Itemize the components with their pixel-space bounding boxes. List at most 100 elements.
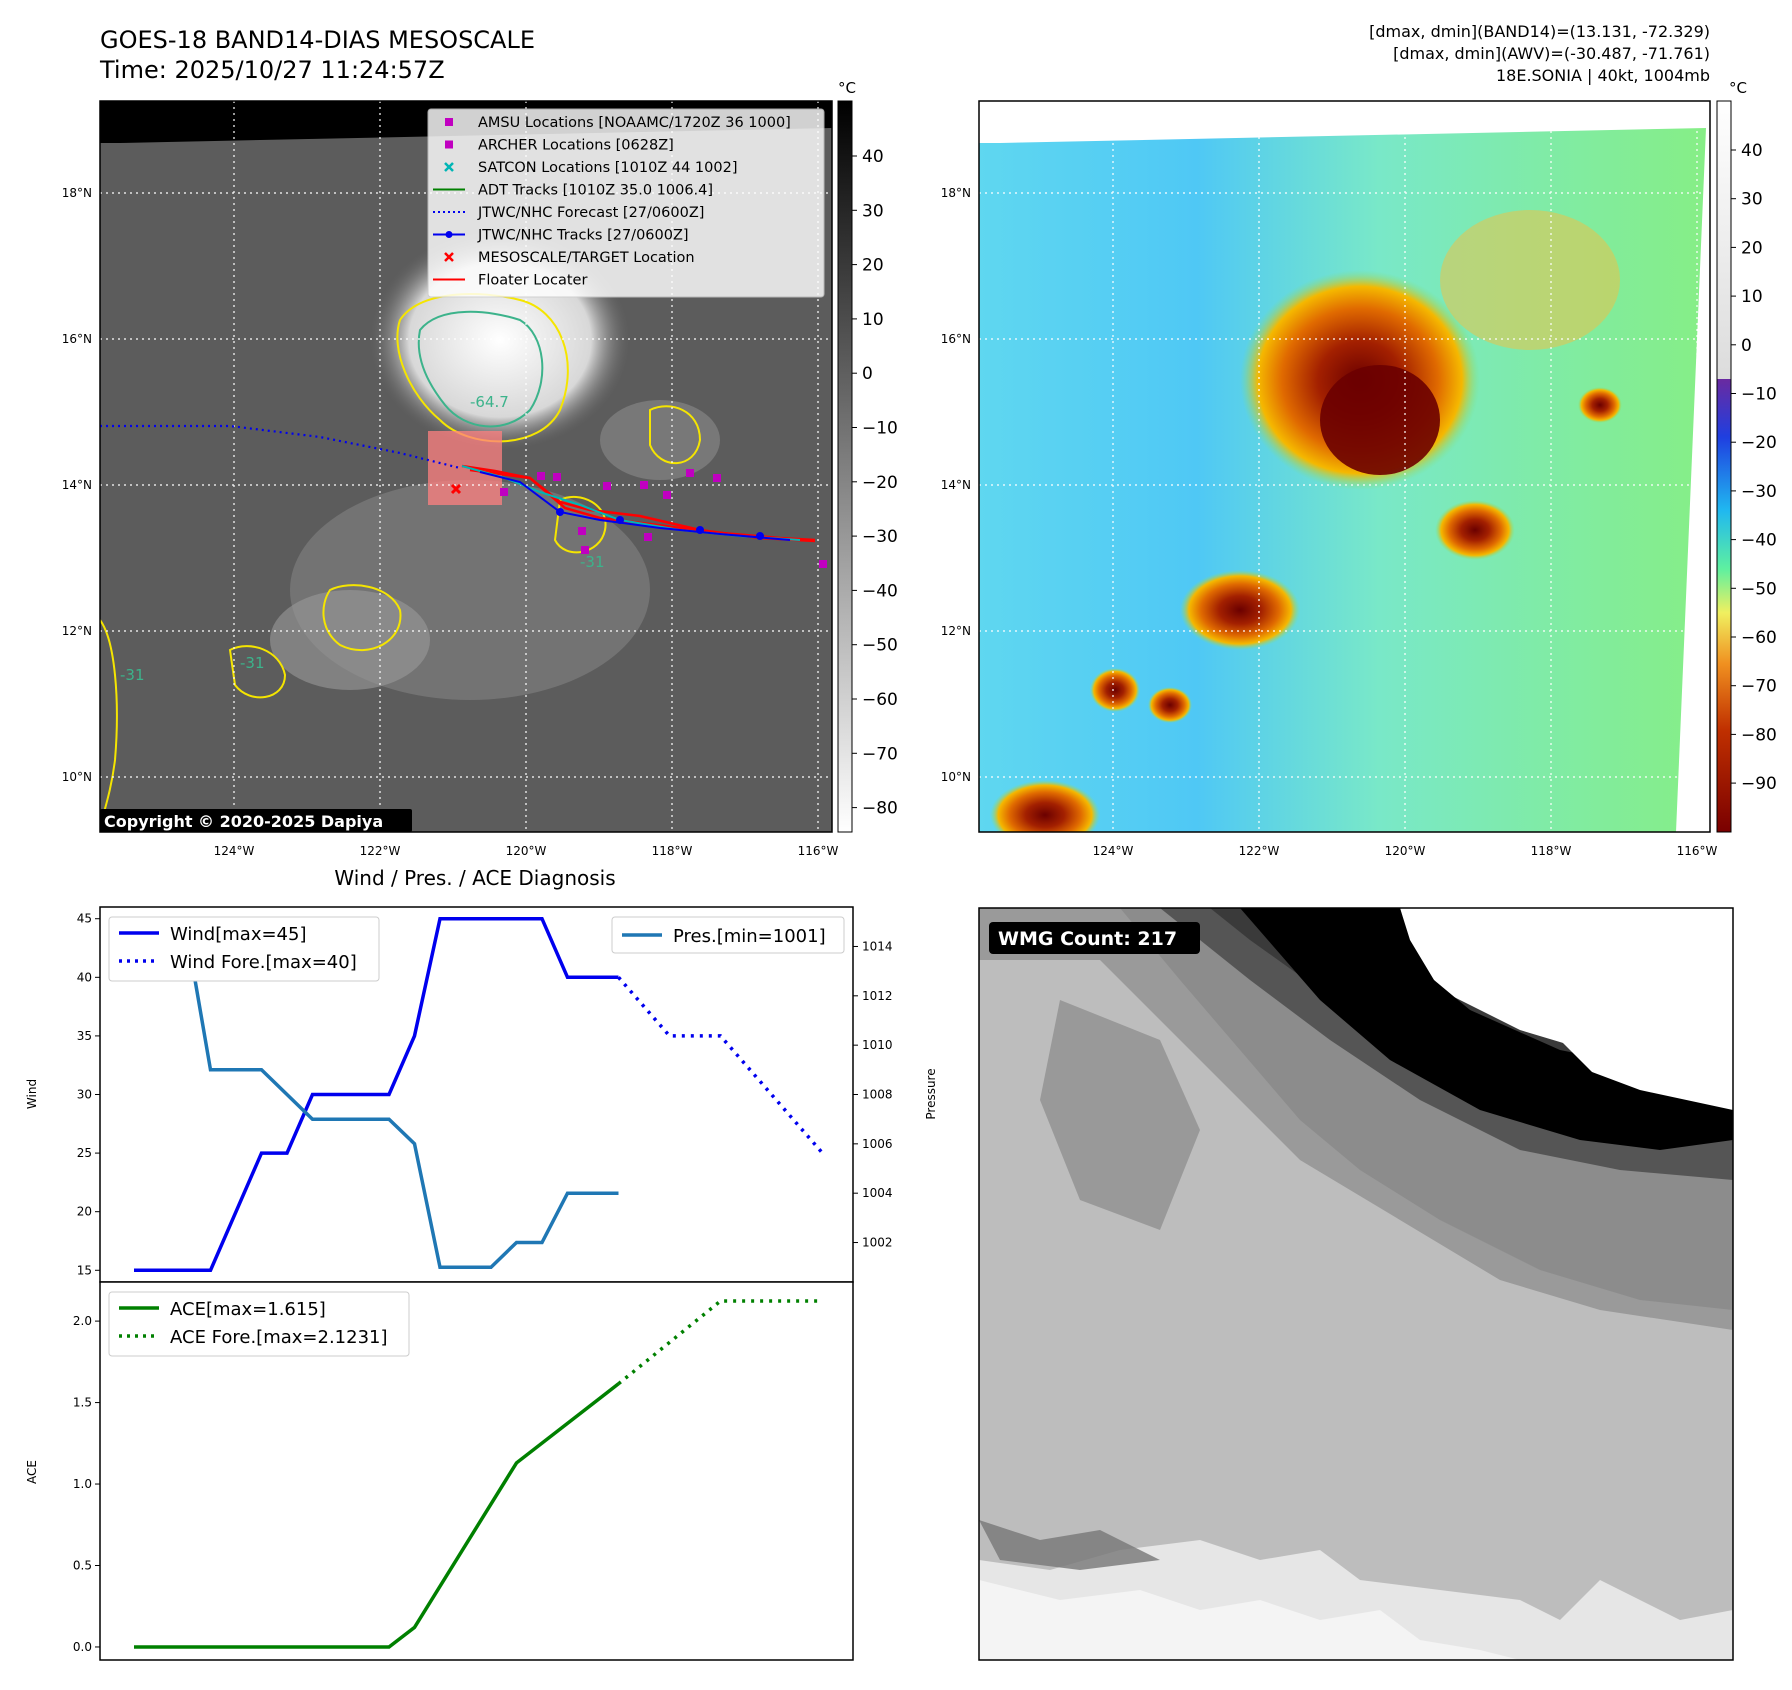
legend-label: MESOSCALE/TARGET Location [478,250,695,266]
lon-tick-label: 118°W [652,844,693,858]
awv-range-text: [dmax, dmin](AWV)=(-30.487, -71.761) [1393,44,1710,63]
legend-pressure: Pres.[min=1001] [673,926,826,947]
colorbar-tick-label: −80 [1741,725,1777,745]
wind-yticks: 45 40 35 30 25 20 15 [77,912,100,1277]
ace-tick-label: 0.0 [73,1640,92,1654]
lat-tick-label: 12°N [62,624,92,638]
colorbar-unit: °C [838,79,856,97]
colorbar-ticks: 40 30 20 10 0 −10 −20 −30 −40 −50 −60 −70 −80 −90 [1731,141,1777,794]
ace-tick-label: 2.0 [73,1314,92,1328]
colorbar-tick-label: 10 [862,310,884,330]
pressure-tick-label: 1010 [862,1038,893,1052]
legend-wind: Wind[max=45] [170,924,307,945]
colorbar-tick-label: −40 [862,581,898,601]
legend-marker [445,118,453,126]
legend-item: ADT Tracks [1010Z 35.0 1006.4] [433,183,713,199]
colorbar-tick-label: −80 [862,799,898,819]
lon-tick-label: 122°W [360,844,401,858]
ace-tick-label: 1.0 [73,1477,92,1491]
colorbar-tick-label: −10 [1741,385,1777,405]
colorbar-tick-label: −60 [1741,628,1777,648]
colorbar-ticks: 40 30 20 10 0 −10 −20 −30 −40 −50 −60 −70 −80 [852,147,898,819]
colorbar-tick-label: −20 [862,473,898,493]
legend-marker [445,231,453,238]
lon-tick-label: 124°W [1093,844,1134,858]
storm-info-text: 18E.SONIA | 40kt, 1004mb [1495,66,1710,85]
lon-tick-label: 124°W [214,844,255,858]
colorbar-unit: °C [1729,79,1747,97]
lat-tick-label: 14°N [62,478,92,492]
legend-wind-fore: Wind Fore.[max=40] [170,952,357,973]
colorbar-tick-label: 30 [862,201,884,221]
legend-ace-fore: ACE Fore.[max=2.1231] [170,1327,388,1348]
colorbar-tick-label: −50 [1741,579,1777,599]
wind-tick-label: 20 [77,1205,92,1219]
ace-tick-label: 1.5 [73,1396,92,1410]
diagnosis-title: Wind / Pres. / ACE Diagnosis [334,866,615,890]
lat-tick-label: 10°N [62,770,92,784]
colorbar-tick-label: 30 [1741,190,1763,210]
lon-tick-label: 120°W [1385,844,1426,858]
legend-label: JTWC/NHC Tracks [27/0600Z] [477,228,689,244]
lat-ticks-left: 18°N 16°N 14°N 12°N 10°N [62,186,92,784]
wmg-image [979,908,1733,1660]
pressure-tick-label: 1006 [862,1137,893,1151]
lon-tick-label: 122°W [1239,844,1280,858]
colorbar-tick-label: 10 [1741,287,1763,307]
wind-tick-label: 30 [77,1088,92,1102]
pressure-tick-label: 1002 [862,1236,893,1250]
legend-item: Floater Locater [433,273,587,289]
lon-tick-label: 118°W [1531,844,1572,858]
colorbar-tick-label: 40 [1741,141,1763,161]
legend-label: AMSU Locations [NOAAMC/1720Z 36 1000] [478,115,791,131]
legend-label: ADT Tracks [1010Z 35.0 1006.4] [478,183,713,199]
lat-ticks-right: 18°N 16°N 14°N 12°N 10°N [941,186,971,784]
colorbar-tick-label: −40 [1741,531,1777,551]
legend-ace: ACE[max=1.615] [170,1299,326,1320]
legend-marker [444,162,454,172]
colorbar-tick-label: 0 [862,364,873,384]
wind-tick-label: 40 [77,970,92,984]
band14-colorbar [837,100,853,833]
colorbar-tick-label: 0 [1741,336,1752,356]
band14-range-text: [dmax, dmin](BAND14)=(13.131, -72.329) [1369,22,1710,41]
colorbar-tick-label: −50 [862,636,898,656]
figure-title: GOES-18 BAND14-DIAS MESOSCALE [100,26,536,54]
lat-tick-label: 16°N [941,332,971,346]
lat-tick-label: 14°N [941,478,971,492]
pressure-yticks: 1014 1012 1010 1008 1006 1004 1002 [853,939,893,1250]
lat-tick-label: 12°N [941,624,971,638]
wmg-count-text: WMG Count: 217 [998,928,1177,950]
copyright-box [100,809,412,832]
lon-tick-label: 116°W [798,844,839,858]
map-legend: AMSU Locations [NOAAMC/1720Z 36 1000] ARC… [427,108,825,298]
wind-tick-label: 35 [77,1029,92,1043]
pressure-tick-label: 1004 [862,1186,893,1200]
series-line-ace [134,1382,620,1649]
legend-label: SATCON Locations [1010Z 44 1002] [478,160,737,176]
pressure-legend: Pres.[min=1001] [611,916,845,954]
wind-legend: Wind[max=45] Wind Fore.[max=40] [108,916,380,982]
legend-item: ARCHER Locations [0628Z] [445,138,674,154]
ace-axis-label: ACE [25,1460,39,1484]
contour-label: -31 [580,553,605,571]
lon-tick-label: 116°W [1677,844,1718,858]
ace-yticks: 2.0 1.5 1.0 0.5 0.0 [73,1314,100,1654]
pressure-tick-label: 1014 [862,939,893,953]
colorbar-tick-label: 20 [1741,238,1763,258]
lon-ticks-right: 124°W 122°W 120°W 118°W 116°W [1093,844,1718,858]
wind-tick-label: 45 [77,912,92,926]
contour-label: -64.7 [470,393,509,411]
pressure-tick-label: 1008 [862,1088,893,1102]
colorbar-tick-label: −30 [862,527,898,547]
legend-label: JTWC/NHC Forecast [27/0600Z] [477,205,704,221]
series-line-pressure [134,920,619,1269]
series-line-ace-forecast [617,1299,823,1386]
legend-item: MESOSCALE/TARGET Location [444,250,695,266]
legend-marker [445,140,453,149]
wind-tick-label: 15 [77,1263,92,1277]
awv-colorbar [1716,100,1732,833]
ace-legend: ACE[max=1.615] ACE Fore.[max=2.1231] [108,1291,410,1357]
